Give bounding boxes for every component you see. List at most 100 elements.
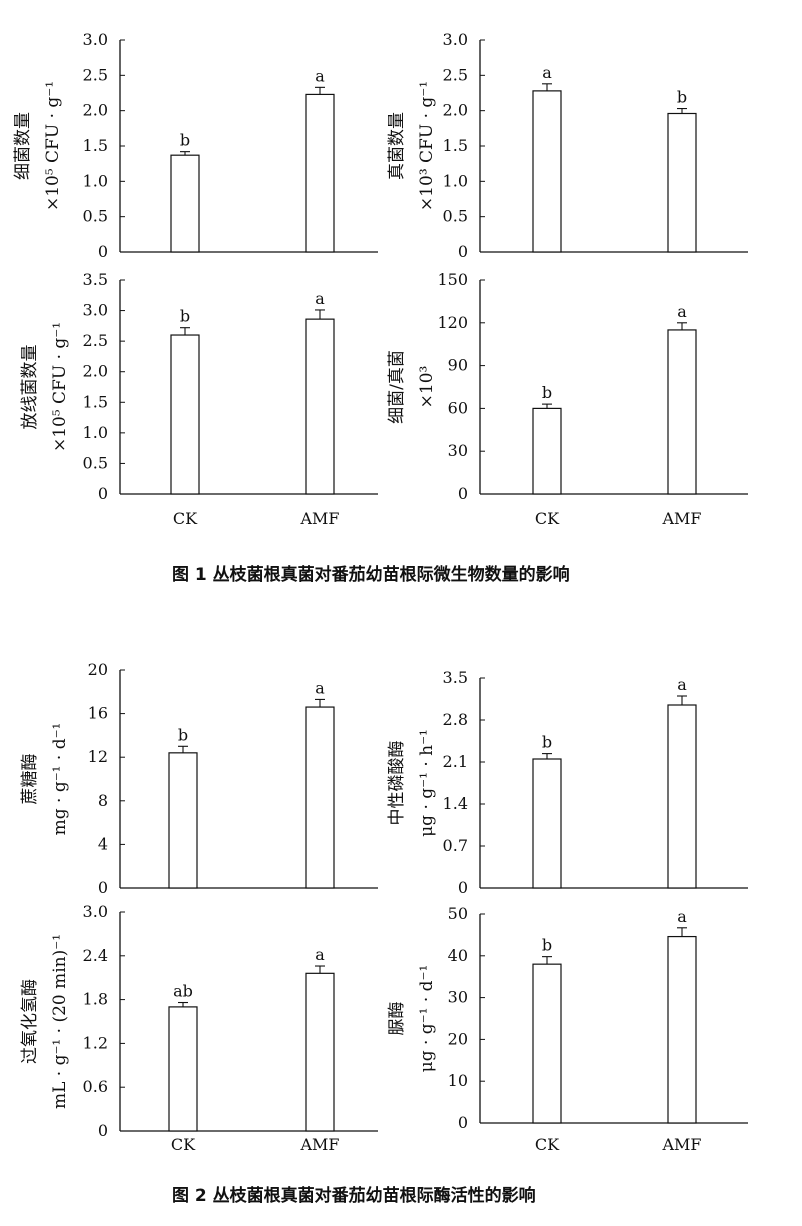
category-label: AMF <box>661 1135 701 1154</box>
significance-letter: ab <box>173 982 193 1001</box>
bar-amf <box>305 93 335 253</box>
chart-panel-8: 0 10 20 30 40 50 脲酶 μg · g⁻¹ · d⁻¹ b CK a AMF <box>387 904 748 1154</box>
significance-letter: a <box>677 907 687 926</box>
y-axis-label: 蔗糖酶 <box>20 754 40 805</box>
y-axis-label: μg · g⁻¹ · h⁻¹ <box>417 729 437 837</box>
significance-letter: b <box>542 936 552 955</box>
y-axis-label: ×10⁵ CFU · g⁻¹ <box>43 81 63 211</box>
bar-amf <box>305 318 335 495</box>
y-tick-label: 12 <box>88 747 108 766</box>
y-tick-label: 1.5 <box>443 136 468 155</box>
y-tick-label: 1.4 <box>443 794 468 813</box>
y-tick-label: 8 <box>98 791 108 810</box>
y-tick-label: 0.6 <box>83 1077 108 1096</box>
significance-letter: b <box>542 733 552 752</box>
y-tick-label: 2.0 <box>443 101 468 120</box>
y-tick-label: 0 <box>98 1121 108 1140</box>
y-tick-label: 2.5 <box>83 65 108 84</box>
y-tick-label: 1.0 <box>83 423 108 442</box>
y-tick-label: 2.5 <box>443 65 468 84</box>
significance-letter: b <box>178 725 188 744</box>
category-label: CK <box>171 1135 196 1154</box>
y-tick-label: 150 <box>437 270 468 289</box>
y-tick-label: 1.0 <box>443 171 468 190</box>
y-axis-label: 细菌数量 <box>13 112 33 180</box>
y-tick-label: 0 <box>98 484 108 503</box>
bar-ck <box>532 407 562 495</box>
y-tick-label: 1.0 <box>83 171 108 190</box>
significance-letter: a <box>677 302 687 321</box>
y-tick-label: 1.2 <box>83 1033 108 1052</box>
y-tick-label: 2.1 <box>443 752 468 771</box>
bar-ck <box>532 758 562 889</box>
y-tick-label: 3.0 <box>443 30 468 49</box>
y-tick-label: 0.5 <box>443 207 468 226</box>
y-tick-label: 16 <box>88 704 108 723</box>
y-tick-label: 0.5 <box>83 453 108 472</box>
category-label: CK <box>535 509 560 528</box>
y-tick-label: 50 <box>448 904 468 923</box>
figure1-caption: 图 1 丛枝菌根真菌对番茄幼苗根际微生物数量的影响 <box>172 564 570 585</box>
y-axis-label: ×10³ CFU · g⁻¹ <box>417 81 437 211</box>
bar-amf <box>305 706 335 889</box>
y-tick-label: 60 <box>448 398 468 417</box>
bar-amf <box>667 329 697 495</box>
y-tick-label: 1.5 <box>83 136 108 155</box>
chart-panel-5: 0 4 8 12 16 20 蔗糖酶 mg · g⁻¹ · d⁻¹ b a <box>20 660 378 897</box>
bar-amf <box>667 704 697 889</box>
y-axis-label: ×10⁵ CFU · g⁻¹ <box>50 322 70 452</box>
significance-letter: a <box>315 945 325 964</box>
y-tick-label: 3.0 <box>83 902 108 921</box>
figure2-caption: 图 2 丛枝菌根真菌对番茄幼苗根际酶活性的影响 <box>172 1185 536 1206</box>
significance-letter: b <box>180 131 190 150</box>
y-tick-label: 0 <box>98 242 108 261</box>
y-axis-label: 细菌/真菌 <box>387 350 407 424</box>
y-tick-label: 0 <box>458 242 468 261</box>
y-tick-label: 1.5 <box>83 392 108 411</box>
y-axis-label: 真菌数量 <box>387 112 407 180</box>
y-axis-label: 过氧化氢酶 <box>20 979 40 1064</box>
category-label: CK <box>173 509 198 528</box>
y-tick-label: 3.0 <box>83 301 108 320</box>
y-tick-label: 1.8 <box>83 990 108 1009</box>
bar-ck <box>532 90 562 253</box>
y-tick-label: 3.5 <box>83 270 108 289</box>
y-tick-label: 90 <box>448 356 468 375</box>
y-tick-label: 2.4 <box>83 946 108 965</box>
bar-ck <box>168 1006 198 1132</box>
significance-letter: a <box>315 678 325 697</box>
y-axis-label: 脲酶 <box>387 1002 407 1036</box>
y-tick-label: 0 <box>458 878 468 897</box>
y-axis-label: 中性磷酸酶 <box>387 741 407 826</box>
y-axis-label: mL · g⁻¹ · (20 min)⁻¹ <box>50 934 70 1109</box>
y-axis-label: 放线菌数量 <box>20 345 40 430</box>
significance-letter: a <box>315 66 325 85</box>
y-axis-label: mg · g⁻¹ · d⁻¹ <box>50 723 70 836</box>
chart-panel-3: 0 0.5 1.0 1.5 2.0 2.5 3.0 3.5 放线菌数量 ×10⁵ CFU · g⁻… <box>20 270 378 528</box>
category-label: AMF <box>299 1135 339 1154</box>
significance-letter: b <box>180 307 190 326</box>
category-label: CK <box>535 1135 560 1154</box>
y-tick-label: 30 <box>448 441 468 460</box>
significance-letter: b <box>542 383 552 402</box>
y-tick-label: 4 <box>98 834 108 853</box>
y-tick-label: 20 <box>448 1029 468 1048</box>
y-tick-label: 0 <box>458 1113 468 1132</box>
y-tick-label: 3.5 <box>443 668 468 687</box>
significance-letter: a <box>677 675 687 694</box>
bar-ck <box>532 963 562 1124</box>
y-tick-label: 10 <box>448 1071 468 1090</box>
category-label: AMF <box>661 509 701 528</box>
chart-panel-6: 0 0.7 1.4 2.1 2.8 3.5 中性磷酸酶 μg · g⁻¹ · h⁻¹ b a <box>387 668 748 897</box>
chart-panel-7: 0 0.6 1.2 1.8 2.4 3.0 过氧化氢酶 mL · g⁻¹ · (20 min)… <box>20 902 378 1154</box>
bar-amf <box>305 972 335 1132</box>
y-tick-label: 0.5 <box>83 207 108 226</box>
y-tick-label: 3.0 <box>83 30 108 49</box>
y-tick-label: 0.7 <box>443 836 468 855</box>
chart-panel-4: 0 30 60 90 120 150 细菌/真菌 ×10³ b CK a AMF <box>387 270 748 528</box>
chart-panel-2: 0 0.5 1.0 1.5 2.0 2.5 3.0 真菌数量 ×10³ CFU · g⁻¹ a b <box>387 30 748 261</box>
chart-panel-1: 0 0.5 1.0 1.5 2.0 2.5 3.0 细菌数量 ×10⁵ CFU · g⁻¹ b a <box>13 30 378 261</box>
y-tick-label: 0 <box>458 484 468 503</box>
